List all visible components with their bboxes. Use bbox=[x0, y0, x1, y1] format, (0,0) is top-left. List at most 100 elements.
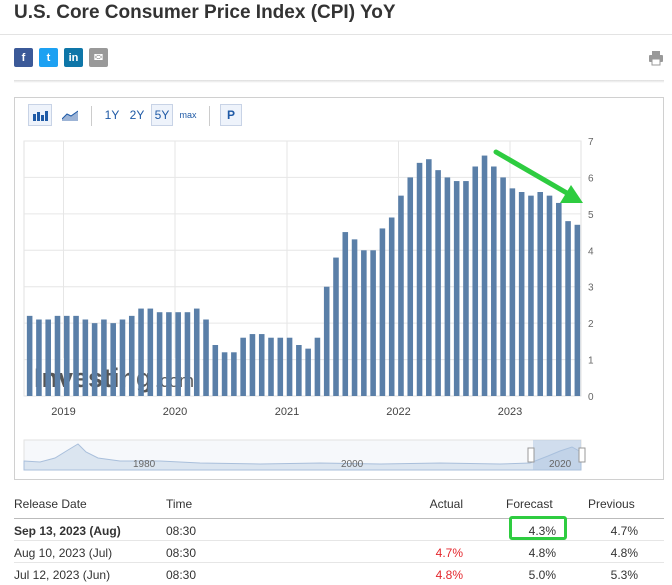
bar[interactable] bbox=[407, 177, 414, 396]
twitter-icon: t bbox=[46, 51, 51, 64]
bar[interactable] bbox=[537, 192, 544, 396]
bar[interactable] bbox=[268, 337, 274, 396]
y-tick-label: 5 bbox=[588, 210, 594, 221]
bar[interactable] bbox=[73, 315, 79, 396]
twitter-share-button[interactable]: t bbox=[39, 48, 58, 67]
bar[interactable] bbox=[435, 170, 441, 396]
forecast-value: 4.8% bbox=[528, 546, 556, 560]
previous-value: 5.3% bbox=[610, 568, 638, 582]
area-chart-type-button[interactable] bbox=[58, 104, 82, 126]
bar[interactable] bbox=[388, 217, 395, 397]
bar[interactable] bbox=[398, 195, 404, 396]
bar[interactable] bbox=[110, 323, 116, 396]
facebook-share-button[interactable]: f bbox=[14, 48, 33, 67]
bar[interactable] bbox=[184, 312, 191, 396]
bar[interactable] bbox=[138, 308, 144, 396]
toolbar-divider bbox=[209, 106, 210, 126]
bar[interactable] bbox=[221, 352, 228, 396]
bar[interactable] bbox=[26, 315, 33, 396]
bar[interactable] bbox=[491, 166, 497, 397]
bar[interactable] bbox=[565, 221, 571, 396]
bar[interactable] bbox=[351, 239, 358, 396]
range-max-button[interactable]: max bbox=[179, 110, 197, 120]
p-button[interactable]: P bbox=[220, 104, 242, 126]
bar[interactable] bbox=[574, 224, 581, 396]
bar[interactable] bbox=[249, 334, 256, 396]
y-tick-label: 3 bbox=[588, 283, 594, 294]
y-tick-label: 0 bbox=[588, 392, 594, 403]
bar[interactable] bbox=[166, 312, 172, 396]
bar[interactable] bbox=[379, 228, 386, 396]
actual-value: 4.8% bbox=[435, 568, 463, 582]
bar[interactable] bbox=[546, 195, 553, 396]
bar[interactable] bbox=[333, 257, 339, 396]
divider bbox=[0, 34, 672, 35]
header-previous: Previous bbox=[588, 497, 635, 511]
bar[interactable] bbox=[305, 348, 311, 396]
bar[interactable] bbox=[258, 334, 265, 396]
plot-area bbox=[23, 140, 582, 397]
bar[interactable] bbox=[370, 250, 376, 396]
bar[interactable] bbox=[342, 232, 349, 396]
x-tick-label: 2021 bbox=[275, 406, 299, 418]
bar[interactable] bbox=[240, 337, 246, 396]
bar[interactable] bbox=[500, 177, 506, 396]
bar[interactable] bbox=[156, 312, 163, 396]
bar[interactable] bbox=[426, 159, 432, 396]
header-actual: Actual bbox=[429, 497, 463, 511]
bar[interactable] bbox=[556, 202, 562, 396]
bar-chart-icon bbox=[33, 111, 48, 121]
bar[interactable] bbox=[128, 315, 135, 396]
bar[interactable] bbox=[101, 319, 107, 397]
release-time: 08:30 bbox=[166, 546, 197, 560]
bar[interactable] bbox=[463, 181, 469, 396]
bar[interactable] bbox=[296, 345, 302, 396]
bar[interactable] bbox=[193, 308, 200, 396]
linkedin-share-button[interactable]: in bbox=[64, 48, 83, 67]
bar[interactable] bbox=[323, 286, 330, 396]
bar[interactable] bbox=[36, 319, 42, 397]
bar[interactable] bbox=[481, 155, 488, 396]
previous-value: 4.8% bbox=[610, 546, 638, 560]
email-share-button[interactable]: ✉ bbox=[89, 48, 108, 67]
bar[interactable] bbox=[518, 192, 525, 396]
bar[interactable] bbox=[82, 319, 89, 397]
bar[interactable] bbox=[147, 308, 154, 396]
release-date: Sep 13, 2023 (Aug) bbox=[14, 524, 121, 538]
bar[interactable] bbox=[277, 337, 284, 396]
bar-chart-type-button[interactable] bbox=[28, 104, 52, 126]
bar[interactable] bbox=[509, 188, 516, 396]
range-navigator[interactable]: 1980 2000 2020 bbox=[0, 436, 672, 472]
print-icon[interactable] bbox=[648, 50, 664, 66]
bar[interactable] bbox=[203, 319, 209, 397]
release-date: Aug 10, 2023 (Jul) bbox=[14, 546, 113, 560]
range-5y-button[interactable]: 5Y bbox=[151, 104, 173, 126]
email-icon: ✉ bbox=[93, 52, 104, 64]
x-tick-label: 2020 bbox=[163, 406, 187, 418]
range-2y-button[interactable]: 2Y bbox=[129, 108, 145, 122]
bar[interactable] bbox=[286, 337, 293, 396]
bar[interactable] bbox=[45, 319, 51, 397]
bar[interactable] bbox=[528, 195, 534, 396]
bar[interactable] bbox=[472, 166, 479, 397]
navigator-label: 2000 bbox=[341, 459, 364, 470]
bar[interactable] bbox=[119, 319, 126, 397]
bar[interactable] bbox=[444, 177, 451, 396]
navigator-left-handle[interactable] bbox=[527, 447, 535, 463]
bar[interactable] bbox=[361, 250, 367, 396]
bar[interactable] bbox=[231, 352, 237, 396]
bar[interactable] bbox=[212, 345, 219, 396]
bar[interactable] bbox=[314, 337, 321, 396]
y-tick-label: 7 bbox=[588, 137, 594, 148]
navigator-selection[interactable] bbox=[533, 440, 581, 470]
bar[interactable] bbox=[416, 162, 423, 396]
bar[interactable] bbox=[63, 315, 70, 396]
bar[interactable] bbox=[54, 315, 61, 396]
bar[interactable] bbox=[175, 312, 181, 396]
range-1y-button[interactable]: 1Y bbox=[104, 108, 120, 122]
forecast-value: 5.0% bbox=[528, 568, 556, 582]
x-tick-label: 2023 bbox=[498, 406, 522, 418]
navigator-right-handle[interactable] bbox=[578, 447, 586, 463]
bar[interactable] bbox=[453, 181, 460, 396]
bar[interactable] bbox=[91, 323, 98, 396]
